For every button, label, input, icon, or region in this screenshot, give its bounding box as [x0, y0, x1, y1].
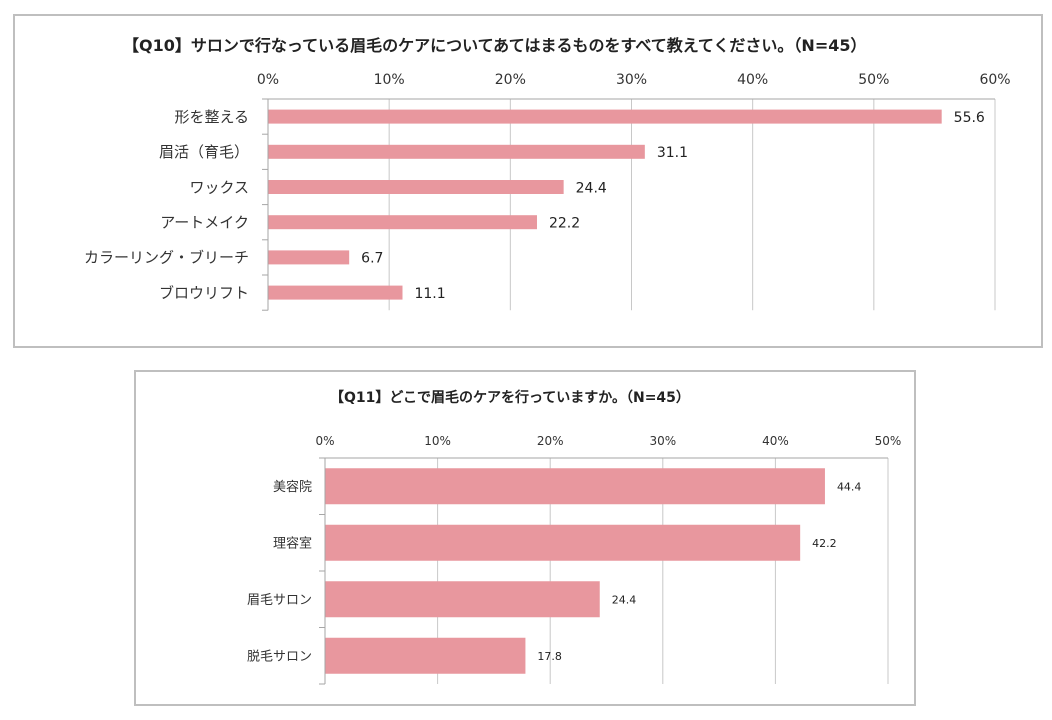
x-tick-label: 0% — [257, 72, 279, 88]
category-label: カラーリング・ブリーチ — [84, 249, 249, 267]
bar — [268, 109, 942, 124]
category-label: アートメイク — [160, 213, 249, 231]
bar — [268, 215, 537, 230]
data-label: 22.2 — [549, 216, 580, 232]
data-label: 17.8 — [537, 650, 562, 663]
category-label: 眉活（育毛） — [159, 143, 249, 161]
chart-q11: 【Q11】どこで眉毛のケアを行っていますか。（N=45） 0% 10% 20% 30%… — [247, 389, 902, 685]
category-label: 脱毛サロン — [247, 649, 312, 664]
x-tick-label: 30% — [649, 434, 676, 448]
x-tick-label: 50% — [858, 72, 889, 88]
data-label: 55.6 — [954, 110, 985, 126]
category-label: 理容室 — [273, 535, 312, 551]
bar — [268, 180, 564, 194]
x-tick-label: 0% — [315, 434, 334, 448]
data-label: 24.4 — [576, 180, 607, 196]
data-label: 31.1 — [657, 145, 688, 161]
data-label: 24.4 — [612, 593, 637, 606]
data-label: 44.4 — [837, 480, 862, 493]
category-label: ブロウリフト — [159, 284, 249, 302]
x-tick-label: 20% — [537, 434, 564, 448]
x-tick-label: 10% — [424, 434, 451, 448]
bar — [268, 144, 645, 159]
category-label: 眉毛サロン — [247, 593, 312, 608]
bar — [325, 581, 600, 618]
x-tick-label: 60% — [979, 72, 1010, 88]
x-tick-label: 50% — [875, 434, 902, 448]
x-tick-label: 30% — [616, 72, 647, 88]
bar — [325, 524, 801, 561]
data-label: 42.2 — [812, 537, 837, 550]
chart-title: 【Q11】どこで眉毛のケアを行っていますか。（N=45） — [330, 389, 690, 406]
category-label: ワックス — [189, 178, 249, 196]
x-tick-label: 40% — [737, 72, 768, 88]
x-tick-label: 40% — [762, 434, 789, 448]
category-label: 美容院 — [273, 479, 312, 495]
x-tick-label: 10% — [374, 72, 405, 88]
category-label: 形を整える — [174, 108, 249, 126]
chart-q10: 【Q10】サロンで行なっている眉毛のケアについてあてはまるものをすべて教えてくだ… — [84, 36, 1011, 311]
bar — [268, 250, 350, 265]
bar — [325, 637, 526, 674]
chart-q10-panel: 【Q10】サロンで行なっている眉毛のケアについてあてはまるものをすべて教えてくだ… — [13, 14, 1043, 348]
x-tick-label: 20% — [495, 72, 526, 88]
bar — [268, 285, 403, 300]
chart-title: 【Q10】サロンで行なっている眉毛のケアについてあてはまるものをすべて教えてくだ… — [123, 36, 867, 55]
data-label: 6.7 — [361, 251, 383, 267]
bar — [325, 468, 825, 505]
data-label: 11.1 — [414, 286, 445, 302]
chart-q11-panel: 【Q11】どこで眉毛のケアを行っていますか。（N=45） 0% 10% 20% 30%… — [134, 370, 916, 706]
